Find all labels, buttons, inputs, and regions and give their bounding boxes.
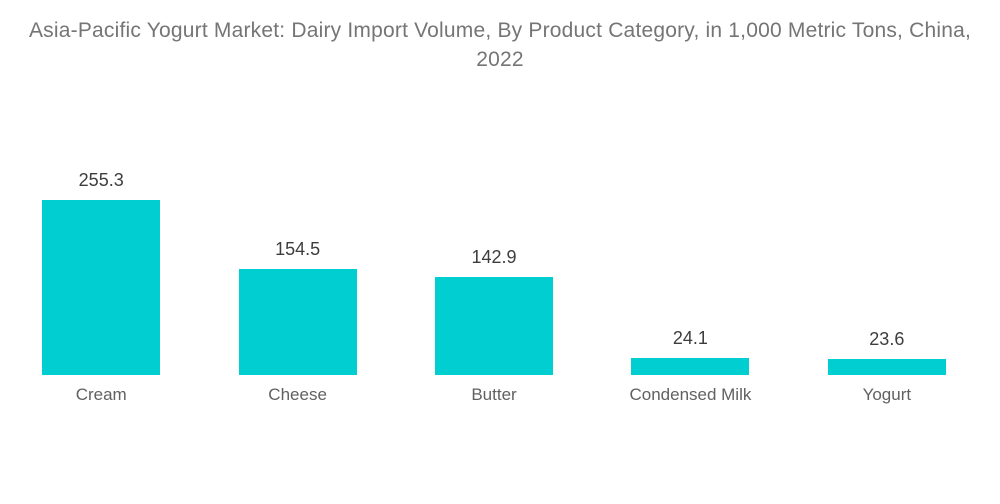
bar-column: 24.1 Condensed Milk [592,0,788,405]
bar-value-label: 24.1 [672,328,708,348]
bar-value-label: 154.5 [275,239,321,259]
bar-category-label: Cream [75,385,127,404]
bar-column: 255.3 Cream [3,0,199,405]
bar-column: 154.5 Cheese [199,0,395,405]
bar [435,277,554,375]
bar-column: 142.9 Butter [396,0,592,405]
bar-column: 23.6 Yogurt [789,0,985,405]
bar-category-label: Yogurt [862,385,912,404]
bar-category-label: Condensed Milk [629,385,752,404]
bar [827,359,946,375]
bar [42,200,161,375]
bar [631,358,750,375]
bar-category-label: Butter [471,385,517,404]
bar-chart: 255.3 Cream 154.5 Cheese 142.9 Butter 24.1 Cond… [3,0,985,405]
bar-value-label: 142.9 [471,247,517,267]
bar [238,269,357,375]
chart-title: Asia-Pacific Yogurt Market: Dairy Import… [28,19,972,71]
bar-value-label: 255.3 [78,170,124,190]
bar-category-label: Cheese [268,385,327,404]
bar-value-label: 23.6 [869,329,905,349]
